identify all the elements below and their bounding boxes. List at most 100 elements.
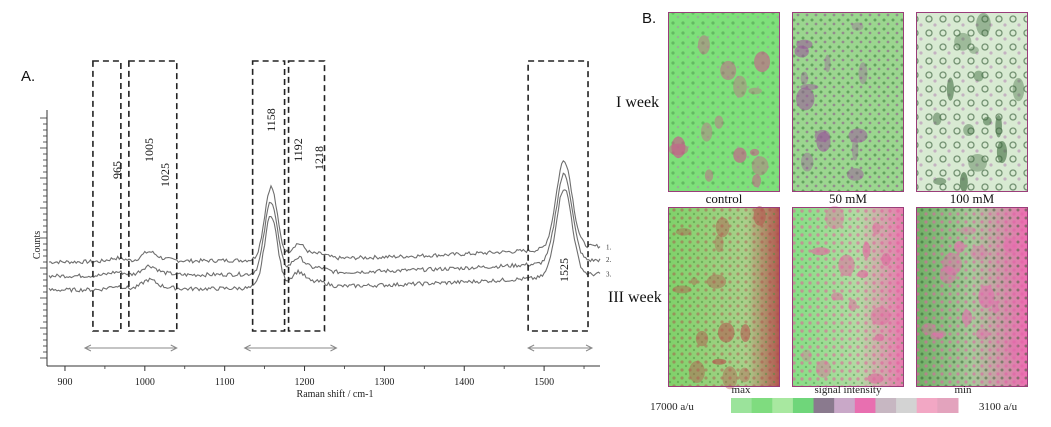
raman-map-spot — [811, 247, 831, 256]
raman-map-spot — [991, 300, 999, 314]
raman-map-spot — [825, 205, 845, 230]
raman-map-spot — [800, 71, 809, 85]
raman-map-spot — [961, 309, 973, 326]
raman-map-texture — [668, 207, 780, 387]
range-arrow-head — [243, 344, 251, 352]
range-arrow-3 — [527, 344, 594, 352]
raman-spectrum-chart: 900 1000 1100 1200 1300 1400 1500 Counts Raman… — [32, 60, 612, 400]
raman-map-spot — [695, 330, 709, 347]
peak-label-965: 965 — [110, 161, 124, 179]
col-label-50mm: 50 mM — [829, 191, 867, 206]
raman-map-spot — [939, 266, 957, 284]
raman-map-spot — [969, 46, 979, 54]
colorbar-segment — [916, 398, 938, 413]
peak-label-1005: 1005 — [142, 138, 156, 162]
col-label-control: control — [706, 191, 743, 206]
colorbar-left-value: 17000 a/u — [650, 401, 694, 413]
raman-map-spot — [753, 206, 766, 226]
x-tick-label: 1400 — [454, 377, 474, 388]
raman-map-spot — [838, 254, 855, 277]
raman-map-spot — [874, 333, 885, 342]
range-arrow-2 — [243, 344, 338, 352]
colorbar-segment — [896, 398, 918, 413]
colorbar-right-value: 3100 a/u — [979, 401, 1018, 413]
raman-map-spot — [672, 285, 692, 294]
raman-map-5 — [792, 205, 904, 387]
x-tick-label: 1500 — [534, 377, 554, 388]
peak-label-1218: 1218 — [312, 146, 326, 170]
raman-map-spot — [946, 77, 954, 101]
raman-map-spot — [749, 148, 760, 156]
raman-map-texture — [668, 12, 780, 192]
raman-map-spot — [715, 217, 730, 238]
raman-map-4 — [668, 206, 780, 390]
row-label-week3: III week — [608, 289, 662, 306]
raman-map-frame — [916, 207, 1028, 387]
raman-map-spot — [1012, 77, 1025, 102]
raman-map-spot — [1003, 238, 1018, 253]
range-arrows — [83, 344, 594, 352]
x-tick-label: 1100 — [215, 377, 235, 388]
raman-map-frame — [668, 12, 780, 192]
raman-map-spot — [688, 360, 705, 384]
colorbar-segment — [854, 398, 876, 413]
series-label-1: 1. — [606, 244, 612, 252]
range-arrow-head — [170, 344, 178, 352]
raman-map-spot — [740, 324, 751, 342]
raman-map-texture — [916, 207, 1028, 387]
raman-map-frame — [792, 207, 904, 387]
raman-map-spot — [690, 277, 698, 286]
raman-map-2 — [792, 12, 904, 192]
raman-map-spot — [921, 322, 937, 335]
row-label-week1: I week — [616, 94, 659, 111]
raman-map-frame — [668, 207, 780, 387]
peak-box-2 — [128, 60, 178, 332]
raman-map-spot — [867, 373, 884, 384]
raman-map-spot — [959, 172, 968, 193]
raman-map-spot — [976, 328, 989, 340]
colorbar — [731, 398, 959, 413]
raman-map-spot — [976, 12, 991, 36]
peak-box-4 — [287, 60, 326, 332]
spectrum-trace-1 — [48, 159, 601, 265]
raman-map-spot — [752, 174, 762, 188]
raman-map-spot — [968, 153, 987, 172]
peak-label-1025: 1025 — [158, 163, 172, 187]
raman-map-spot — [831, 292, 843, 301]
series-label-2: 2. — [606, 256, 612, 264]
raman-map-spot — [706, 274, 727, 289]
raman-map-6 — [916, 207, 1028, 387]
col-label-100mm: 100 mM — [950, 191, 995, 206]
colorbar-segment — [937, 398, 959, 413]
raman-map-spot — [996, 140, 1008, 164]
range-arrow-head — [585, 344, 594, 352]
peak-label-1158: 1158 — [264, 108, 278, 132]
raman-map-spot — [872, 222, 881, 235]
x-axis-ticks: 900 1000 1100 1200 1300 1400 1500 — [57, 366, 585, 388]
raman-map-spot — [851, 22, 864, 31]
colorbar-segment — [772, 398, 794, 413]
raman-map-spot — [857, 269, 869, 279]
raman-map-spot — [733, 75, 747, 98]
raman-map-spot — [704, 169, 714, 182]
raman-map-spot — [697, 35, 710, 55]
raman-maps-panel: I week III week control 50 mM 100 mM max… — [608, 12, 1028, 413]
raman-map-spot — [1008, 338, 1019, 358]
raman-map-spot — [973, 70, 984, 82]
raman-map-spot — [848, 128, 868, 143]
raman-map-spot — [801, 349, 812, 362]
peak-box-1 — [92, 60, 122, 332]
series-labels: 1. 2. 3. — [606, 244, 612, 279]
raman-map-spot — [870, 307, 891, 326]
raman-map-spot — [953, 241, 965, 253]
raman-map-spot — [995, 115, 1002, 138]
x-axis-title: Raman shift / cm-1 — [297, 389, 374, 400]
raman-map-texture — [792, 207, 904, 387]
raman-map-spot — [720, 60, 737, 81]
raman-map-spot — [933, 177, 947, 185]
peak-label-1525: 1525 — [557, 258, 571, 282]
raman-map-spot — [668, 143, 689, 156]
raman-map-spot — [881, 253, 891, 266]
raman-map-1 — [668, 12, 780, 192]
